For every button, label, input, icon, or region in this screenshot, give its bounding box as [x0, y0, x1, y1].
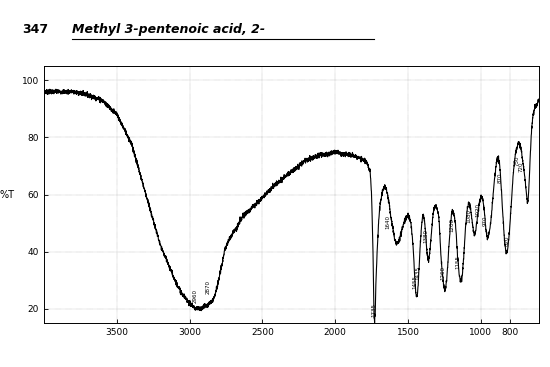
Text: 1155: 1155: [456, 255, 461, 269]
Text: 347: 347: [22, 23, 48, 36]
Text: 1640: 1640: [385, 215, 390, 229]
Text: 1260: 1260: [441, 266, 446, 280]
Text: 970: 970: [483, 215, 488, 226]
Text: 2870: 2870: [206, 280, 211, 294]
Text: 720: 720: [519, 161, 524, 172]
Text: %T: %T: [0, 189, 14, 200]
Text: 870: 870: [497, 172, 502, 183]
Text: 1380: 1380: [423, 229, 428, 243]
Text: 1200: 1200: [449, 218, 454, 232]
Text: Methyl 3-pentenoic acid, 2-: Methyl 3-pentenoic acid, 2-: [72, 23, 265, 36]
Text: 1080: 1080: [466, 209, 471, 223]
Text: 1455: 1455: [412, 275, 417, 289]
Text: 2960: 2960: [193, 289, 198, 303]
Text: 1735: 1735: [371, 303, 376, 317]
Text: 750: 750: [515, 156, 520, 166]
Text: 820: 820: [504, 235, 509, 246]
Text: 1435: 1435: [415, 266, 420, 280]
Text: 1020: 1020: [475, 203, 480, 217]
